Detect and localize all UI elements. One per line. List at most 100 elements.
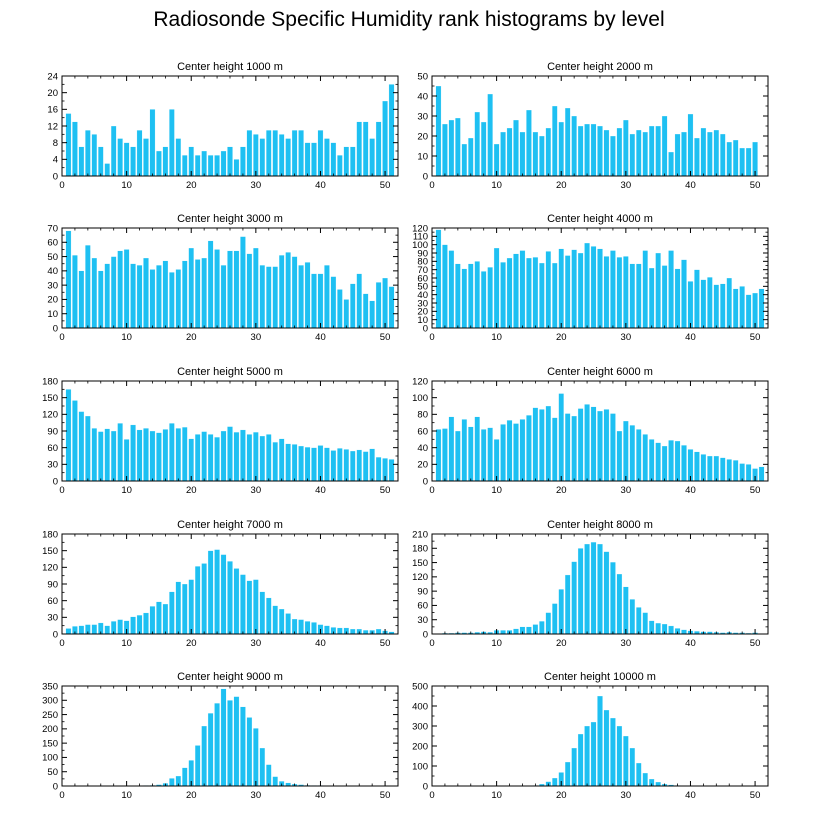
histogram-bar: [506, 420, 513, 482]
histogram-bar: [597, 125, 603, 177]
histogram-bar: [337, 627, 343, 635]
y-tick-label: 30: [47, 280, 58, 291]
histogram-bar: [487, 267, 493, 329]
histogram-bar: [362, 451, 369, 482]
x-tick-label: 30: [251, 790, 262, 801]
x-tick-label: 40: [315, 180, 326, 191]
histogram-bar: [130, 146, 136, 177]
histogram-bar: [324, 447, 330, 482]
panel-1: Center height 1000 m 0 10 20 30 40 50 0 4 8 12 16 20…: [47, 61, 399, 191]
histogram-bar: [272, 441, 279, 482]
histogram-bar: [493, 439, 500, 482]
x-tick-label: 10: [121, 638, 132, 649]
histogram-bar: [739, 463, 745, 482]
histogram-bar: [123, 249, 130, 329]
histogram-bar: [349, 628, 356, 635]
histogram-bar: [227, 250, 233, 329]
histogram-bar: [513, 253, 519, 329]
histogram-bar: [700, 454, 707, 482]
histogram-bar: [635, 762, 642, 787]
histogram-bar: [467, 426, 474, 482]
histogram-bar: [616, 573, 623, 635]
y-tick-label: 100: [42, 753, 58, 764]
histogram-bar: [577, 252, 584, 329]
histogram-bar: [175, 138, 182, 177]
histogram-bar: [732, 460, 739, 482]
histogram-bar: [259, 591, 266, 635]
histogram-bar: [188, 438, 195, 482]
y-tick-label: 20: [47, 295, 58, 306]
y-tick-label: 16: [47, 105, 58, 116]
histogram-bar: [545, 405, 552, 482]
x-tick-label: 50: [380, 180, 391, 191]
y-tick-label: 12: [47, 121, 58, 132]
histogram-bar: [330, 276, 337, 329]
x-tick-label: 40: [315, 638, 326, 649]
histogram-bar: [629, 425, 636, 482]
y-tick-label: 24: [47, 71, 58, 82]
histogram-bar: [181, 155, 188, 177]
histogram-bar: [668, 440, 674, 482]
histogram-bar: [635, 129, 642, 177]
histogram-bar: [629, 747, 636, 787]
histogram-bar: [603, 129, 610, 177]
panel-title: Center height 5000 m: [177, 366, 283, 378]
histogram-bar: [214, 155, 220, 177]
histogram-bar: [110, 125, 117, 177]
x-tick-label: 30: [621, 790, 632, 801]
y-tick-label: 90: [47, 579, 58, 590]
histogram-bar: [291, 444, 298, 482]
histogram-bar: [642, 434, 649, 482]
histogram-bar: [635, 263, 642, 329]
histogram-bar: [648, 439, 655, 482]
y-tick-label: 120: [412, 572, 428, 583]
y-tick-label: 120: [42, 410, 58, 421]
histogram-bar: [246, 253, 253, 329]
x-tick-label: 20: [186, 790, 197, 801]
histogram-bar: [149, 109, 156, 177]
x-tick-label: 10: [121, 180, 132, 191]
y-tick-label: 180: [42, 376, 58, 387]
x-tick-label: 10: [491, 180, 502, 191]
histogram-bar: [220, 554, 227, 635]
y-tick-label: 110: [413, 232, 428, 243]
histogram-bar: [648, 267, 655, 329]
histogram-bar: [117, 619, 123, 635]
histogram-bar: [526, 415, 532, 482]
histogram-bar: [253, 579, 259, 635]
x-tick-label: 50: [750, 790, 761, 801]
x-tick-label: 50: [380, 485, 391, 496]
histogram-bar: [713, 455, 720, 482]
histogram-bar: [642, 612, 649, 635]
histogram-bar: [349, 283, 356, 329]
histogram-bar: [117, 423, 123, 482]
y-tick-label: 400: [412, 701, 428, 712]
histogram-bar: [713, 129, 720, 177]
histogram-bar: [246, 717, 253, 787]
y-tick-label: 30: [47, 613, 58, 624]
histogram-bar: [461, 268, 468, 329]
x-tick-label: 10: [491, 485, 502, 496]
histogram-bar: [382, 277, 388, 329]
y-tick-label: 20: [417, 307, 428, 318]
histogram-bar: [253, 728, 259, 787]
panel-title: Center height 8000 m: [547, 519, 653, 531]
histogram-bar: [610, 135, 616, 177]
histogram-bar: [220, 150, 227, 177]
histogram-bar: [324, 138, 330, 177]
histogram-bar: [545, 127, 552, 177]
histogram-bar: [752, 141, 758, 177]
histogram-bar: [480, 271, 487, 329]
histogram-bar: [558, 393, 565, 482]
histogram-bar: [117, 138, 123, 177]
histogram-bar: [707, 131, 713, 177]
x-tick-label: 40: [685, 790, 696, 801]
histogram-bar: [519, 419, 526, 482]
x-tick-label: 50: [380, 638, 391, 649]
histogram-bar: [474, 111, 481, 177]
y-tick-label: 10: [417, 315, 428, 326]
panel-2: Center height 2000 m 0 10 20 30 40 50 0 10 20 30 40…: [417, 61, 769, 191]
panel-title: Center height 4000 m: [547, 213, 653, 225]
histogram-bar: [117, 250, 123, 329]
histogram-bar: [375, 456, 382, 482]
